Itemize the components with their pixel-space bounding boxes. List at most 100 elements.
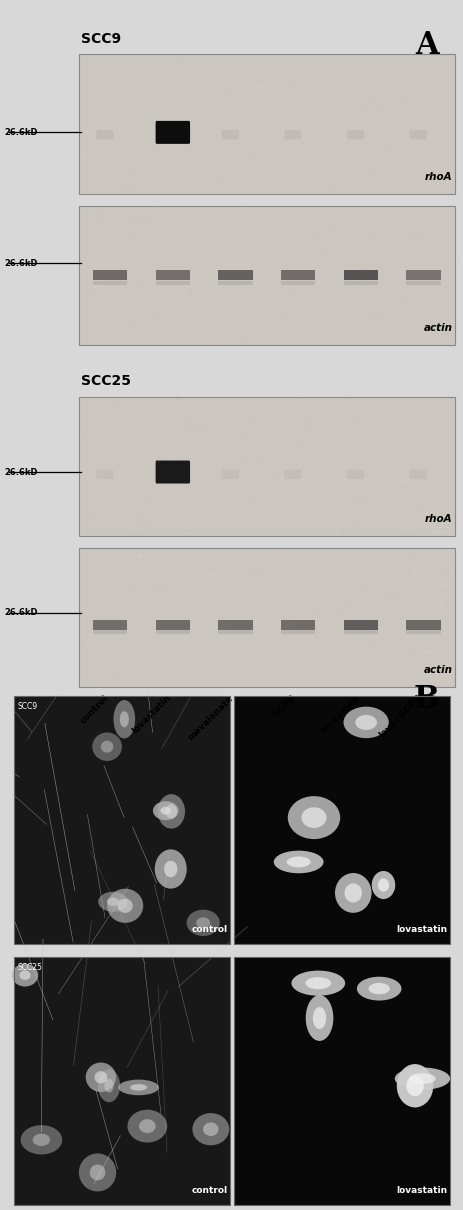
Bar	[239, 438, 245, 440]
Ellipse shape	[130, 1084, 147, 1090]
Bar	[185, 67, 188, 69]
Bar	[364, 666, 367, 668]
Bar	[420, 313, 424, 317]
Bar	[324, 557, 325, 559]
Bar	[413, 652, 415, 656]
Bar	[168, 71, 169, 75]
Bar	[401, 319, 402, 322]
Bar	[155, 281, 190, 286]
Bar	[79, 603, 82, 604]
Bar	[428, 679, 432, 682]
Ellipse shape	[287, 796, 339, 839]
Bar	[245, 457, 247, 460]
Ellipse shape	[79, 1153, 116, 1192]
Bar	[136, 108, 138, 110]
Bar	[343, 523, 344, 526]
Bar	[132, 584, 137, 588]
Bar	[318, 173, 322, 177]
Bar	[150, 318, 156, 321]
Bar	[260, 611, 263, 613]
Bar	[178, 305, 181, 306]
Ellipse shape	[94, 1071, 107, 1083]
Bar	[227, 94, 229, 99]
Bar	[114, 399, 119, 404]
Bar	[203, 62, 204, 64]
Bar	[200, 572, 206, 576]
Bar	[313, 460, 317, 461]
Bar	[102, 682, 106, 684]
Bar	[198, 58, 200, 60]
Bar	[104, 461, 106, 465]
Bar	[214, 318, 218, 321]
Bar	[145, 446, 146, 450]
Bar	[139, 598, 144, 603]
Ellipse shape	[100, 741, 113, 753]
Bar	[292, 288, 295, 289]
Bar	[124, 334, 130, 335]
Bar	[301, 312, 306, 313]
Bar	[81, 431, 87, 434]
Bar	[84, 159, 86, 162]
Bar	[408, 636, 413, 640]
Bar	[354, 161, 359, 166]
Bar	[150, 304, 156, 305]
Ellipse shape	[104, 1078, 113, 1093]
Bar	[95, 544, 101, 548]
Bar	[291, 678, 292, 681]
Bar	[309, 471, 312, 474]
Bar	[123, 655, 125, 657]
Bar	[400, 598, 401, 603]
Bar	[389, 103, 394, 105]
Bar	[379, 106, 384, 111]
Bar	[14, 957, 230, 1205]
Bar	[253, 116, 259, 121]
Bar	[329, 325, 332, 327]
Bar	[406, 315, 408, 318]
Bar	[284, 455, 288, 459]
Bar	[218, 620, 252, 629]
Bar	[283, 265, 289, 269]
Bar	[358, 104, 364, 106]
Bar	[384, 428, 388, 432]
Bar	[332, 334, 333, 335]
Bar	[207, 316, 212, 321]
Bar	[79, 548, 454, 687]
Bar	[291, 265, 297, 269]
Bar	[131, 235, 132, 237]
Bar	[120, 104, 123, 108]
Bar	[232, 659, 238, 662]
Bar	[261, 549, 267, 553]
Bar	[136, 94, 139, 97]
Bar	[256, 460, 258, 465]
Bar	[83, 80, 87, 82]
Bar	[97, 156, 101, 161]
Bar	[217, 460, 219, 461]
Ellipse shape	[155, 849, 186, 888]
Bar	[264, 635, 269, 638]
Bar	[218, 678, 224, 681]
Bar	[280, 620, 315, 629]
Bar	[190, 58, 196, 62]
Bar	[370, 165, 374, 167]
Bar	[126, 172, 131, 173]
Bar	[264, 327, 267, 329]
Bar	[302, 421, 307, 426]
Bar	[364, 587, 367, 590]
Bar	[186, 422, 190, 426]
Bar	[370, 421, 375, 424]
Text: rhoA: rhoA	[424, 514, 451, 524]
Bar	[448, 394, 454, 399]
Bar	[14, 696, 230, 944]
Bar	[358, 269, 361, 271]
Bar	[300, 179, 304, 180]
Bar	[137, 315, 139, 317]
Bar	[125, 223, 130, 226]
Bar	[429, 77, 432, 81]
Bar	[439, 240, 445, 244]
Bar	[392, 672, 397, 676]
Bar	[198, 180, 199, 183]
Bar	[257, 159, 261, 162]
Bar	[425, 519, 426, 524]
Bar	[405, 620, 440, 629]
Bar	[423, 651, 429, 652]
